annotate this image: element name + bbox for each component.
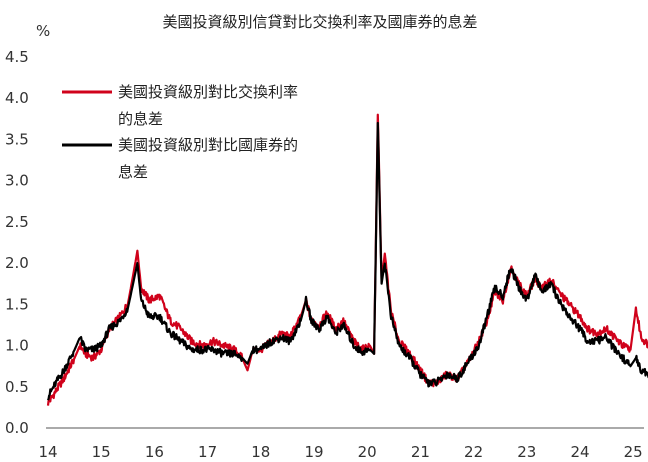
- y-tick-label: 4.5: [5, 48, 29, 66]
- y-tick-label: 2.5: [5, 213, 29, 231]
- x-axis-ticks: 14 15 16 17 18 19 20 21 22 23 24 25: [38, 443, 642, 461]
- chart-title: 美國投資級別信貸對比交換利率及國庫券的息差: [162, 13, 477, 31]
- x-tick-label: 21: [411, 443, 430, 461]
- legend-label-swap-line1: 美國投資級別對比交換利率: [118, 83, 298, 101]
- x-tick-label: 14: [38, 443, 57, 461]
- y-tick-label: 3.5: [5, 130, 29, 148]
- x-tick-label: 22: [464, 443, 483, 461]
- x-tick-label: 25: [624, 443, 643, 461]
- y-tick-label: 3.0: [5, 172, 29, 190]
- y-tick-label: 4.0: [5, 89, 29, 107]
- y-axis-label: %: [36, 22, 50, 40]
- legend-label-treasury-line1: 美國投資級別對比國庫券的: [118, 136, 298, 154]
- x-tick-label: 19: [304, 443, 323, 461]
- legend-label-treasury-line2: 息差: [118, 163, 148, 181]
- series-line-treasury-spread: [46, 121, 648, 401]
- x-tick-label: 17: [198, 443, 217, 461]
- y-tick-label: 0.0: [5, 419, 29, 437]
- y-tick-label: 2.0: [5, 254, 29, 272]
- y-axis-ticks: 0.0 0.5 1.0 1.5 2.0 2.5 3.0 3.5 4.0 4.5: [5, 48, 29, 437]
- legend-label-swap-line2: 的息差: [118, 110, 163, 128]
- x-tick-label: 15: [92, 443, 111, 461]
- x-tick-label: 24: [570, 443, 589, 461]
- y-tick-label: 0.5: [5, 378, 29, 396]
- series-line-swap-spread: [46, 113, 648, 406]
- x-tick-label: 18: [251, 443, 270, 461]
- x-tick-label: 16: [145, 443, 164, 461]
- y-tick-label: 1.0: [5, 337, 29, 355]
- y-tick-label: 1.5: [5, 295, 29, 313]
- x-tick-label: 23: [517, 443, 536, 461]
- legend: 美國投資級別對比交換利率 的息差 美國投資級別對比國庫券的 息差: [62, 83, 298, 181]
- series-layer: [46, 113, 648, 406]
- x-tick-label: 20: [358, 443, 377, 461]
